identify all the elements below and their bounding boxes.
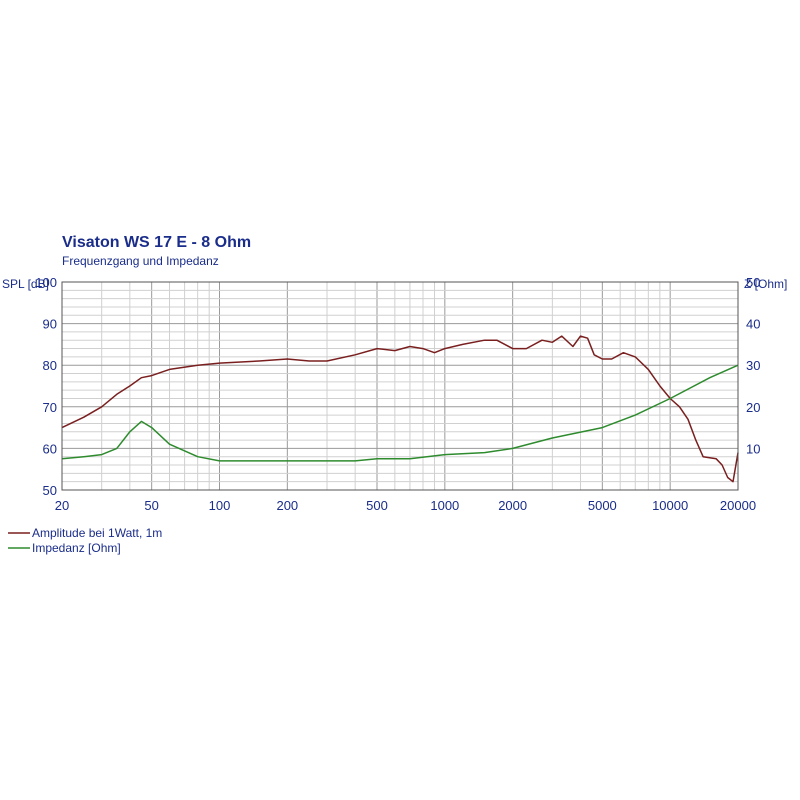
y-left-tick-label: 80 bbox=[43, 358, 57, 373]
y-right-tick-label: 10 bbox=[746, 441, 760, 456]
x-tick-label: 20 bbox=[55, 498, 69, 513]
y-left-tick-label: 70 bbox=[43, 400, 57, 415]
impedance-series-line bbox=[61, 364, 739, 462]
legend-label-impedance: Impedanz [Ohm] bbox=[32, 541, 121, 555]
ticks: 20 50 100 200 500 1000 2000 5000 10000 2000050607… bbox=[35, 275, 760, 513]
y-left-tick-label: 100 bbox=[35, 275, 57, 290]
y-right-tick-label: 20 bbox=[746, 400, 760, 415]
chart-subtitle: Frequenzgang und Impedanz bbox=[62, 254, 219, 268]
chart-title: Visaton WS 17 E - 8 Ohm bbox=[62, 234, 251, 251]
legend-label-spl: Amplitude bei 1Watt, 1m bbox=[32, 526, 162, 540]
plot-frame bbox=[61, 281, 739, 491]
spl-series-line bbox=[61, 335, 739, 483]
x-tick-label: 10000 bbox=[652, 498, 688, 513]
left-axis-label: SPL [dB] bbox=[2, 277, 49, 291]
x-tick-label: 50 bbox=[144, 498, 158, 513]
x-tick-label: 20000 bbox=[720, 498, 756, 513]
series-layer bbox=[61, 335, 739, 483]
x-tick-label: 5000 bbox=[588, 498, 617, 513]
y-left-tick-label: 90 bbox=[43, 317, 57, 332]
x-tick-label: 1000 bbox=[430, 498, 459, 513]
y-right-tick-label: 50 bbox=[746, 275, 760, 290]
grid bbox=[62, 282, 738, 490]
y-right-tick-label: 30 bbox=[746, 358, 760, 373]
y-right-tick-label: 40 bbox=[746, 317, 760, 332]
x-tick-label: 2000 bbox=[498, 498, 527, 513]
y-left-tick-label: 50 bbox=[43, 483, 57, 498]
right-axis-label: Z [Ohm] bbox=[744, 277, 787, 291]
x-tick-label: 200 bbox=[276, 498, 298, 513]
x-tick-label: 500 bbox=[366, 498, 388, 513]
x-tick-label: 100 bbox=[209, 498, 231, 513]
y-left-tick-label: 60 bbox=[43, 441, 57, 456]
